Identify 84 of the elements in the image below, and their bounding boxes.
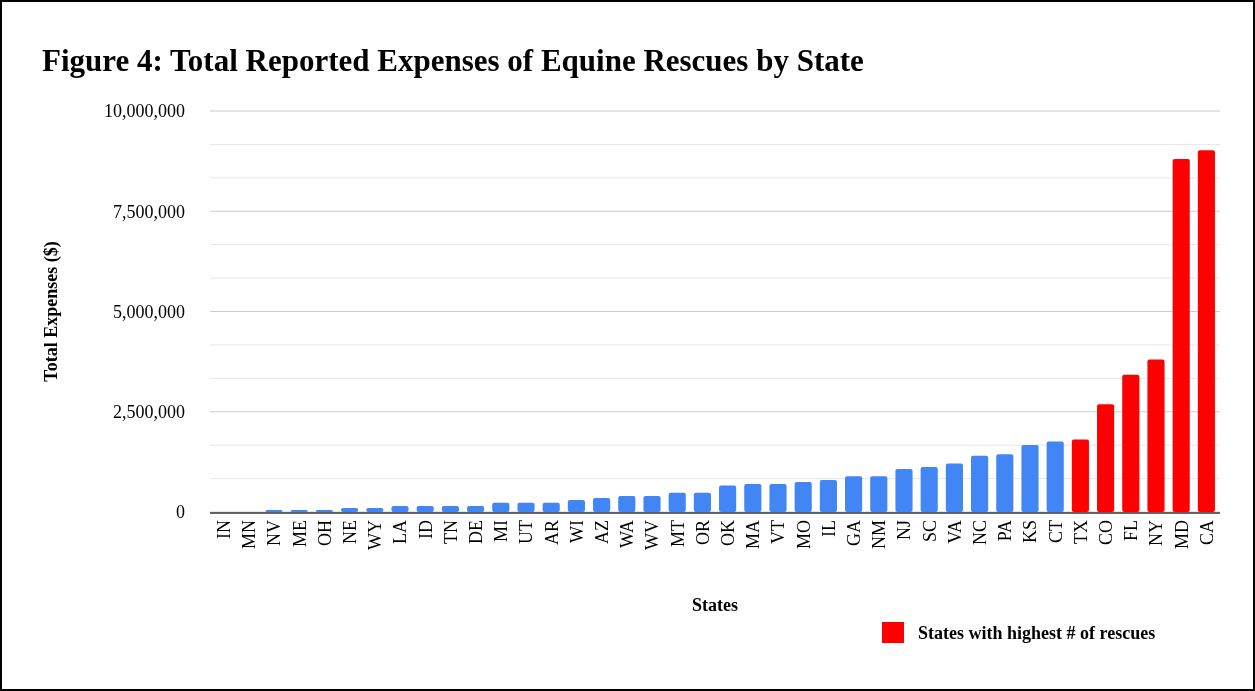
bar [744,483,762,512]
chart-title: Figure 4: Total Reported Expenses of Equine Rescues by State [42,43,864,78]
x-tick-label: VT [768,520,789,544]
x-tick-label: OR [692,520,713,546]
x-tick-label: MD [1171,520,1192,550]
bar [1097,404,1115,512]
bar [593,497,611,512]
x-tick-label: ID [415,520,436,539]
bar [1122,374,1140,512]
bar [643,495,661,512]
x-tick-label: MO [793,520,814,550]
bar [1021,445,1039,512]
bar [492,502,510,512]
x-tick-label: UT [516,520,537,544]
y-axis-title: Total Expenses ($) [41,241,62,382]
x-tick-label: TX [1070,520,1091,544]
x-tick-label: GA [843,520,864,546]
bar [391,505,409,512]
x-tick-label: WA [617,520,638,548]
x-tick-label: WY [365,520,386,550]
bar [517,502,535,512]
bar [719,485,737,512]
x-tick-label: ME [289,520,310,547]
x-tick-label: TN [440,520,461,544]
bar [542,502,560,512]
x-tick-label: CO [1095,520,1116,546]
x-tick-label: NY [1146,520,1167,546]
x-tick-label: CA [1196,520,1217,546]
bar [945,463,963,512]
x-tick-label: NC [969,520,990,546]
x-axis-title: States [692,595,738,615]
x-tick-label: FL [1121,520,1142,542]
bar [1147,359,1165,512]
bar [1046,441,1064,512]
x-tick-label: LA [390,520,411,544]
x-tick-label: PA [995,520,1016,542]
bar [845,476,863,512]
bar [971,455,989,512]
x-tick-label: MI [491,520,512,542]
bar [567,499,585,512]
bar [996,454,1014,512]
x-tick-label: OK [717,520,738,546]
x-tick-label: WI [566,520,587,543]
bar [668,492,686,512]
y-tick-label: 0 [176,502,185,523]
x-tick-label: MA [743,520,764,550]
x-tick-label: NJ [894,520,915,541]
legend-label: States with highest # of rescues [918,623,1156,644]
x-tick-label: CT [1045,520,1066,544]
bar [416,505,434,512]
x-tick-label: NE [339,520,360,544]
y-tick-label: 10,000,000 [104,101,185,122]
x-tick-label: AR [541,520,562,546]
bar [467,505,485,512]
x-tick-label: OH [314,520,335,546]
x-tick-label: KS [1020,520,1041,544]
y-tick-label: 7,500,000 [113,201,185,222]
bar [366,507,384,512]
x-tick-label: NV [264,520,285,546]
bar [341,507,359,512]
bar [1071,439,1089,512]
bar [870,476,888,512]
x-tick-label: SC [919,520,940,543]
x-tick-label: AZ [591,520,612,544]
bar [693,492,711,512]
bar [1197,150,1215,512]
bar [920,467,938,512]
x-tick-label: IL [818,520,839,537]
bar [769,483,787,512]
x-tick-label: MN [239,520,260,550]
x-tick-label: WV [642,520,663,550]
bar [819,479,837,512]
x-tick-label: MT [667,520,688,547]
bar [1172,159,1190,512]
bar [794,481,812,512]
y-tick-label: 2,500,000 [113,402,185,423]
y-tick-label: 5,000,000 [113,301,185,322]
x-tick-label: DE [465,520,486,544]
bar [618,495,636,512]
bar [895,469,913,512]
bar [441,505,459,512]
x-tick-label: VA [944,520,965,544]
x-tick-label: IN [213,520,234,539]
x-tick-label: NM [869,520,890,550]
